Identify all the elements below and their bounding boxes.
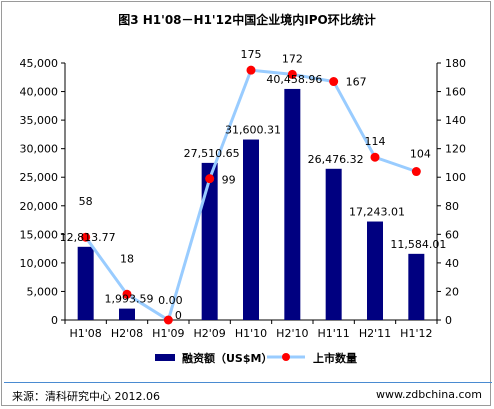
- line-value-label: 58: [79, 195, 93, 208]
- line-marker: [370, 152, 380, 162]
- line-marker: [287, 69, 297, 79]
- bar-value-label: 11,584.01: [390, 238, 446, 251]
- data-labels: 12,813.77 1,993.59 0.00 27,510.65 31,600.31 4…: [60, 48, 447, 322]
- right-tick-label: 80: [445, 200, 459, 213]
- right-tick-label: 60: [445, 228, 459, 241]
- x-tick-label: H1'11: [318, 327, 350, 340]
- left-tick-label: 40,000: [20, 86, 59, 99]
- chart: 图3 H1'08－H1'12中国企业境内IPO环比统计 0 5,000 10,000…: [20, 12, 467, 365]
- legend-swatch-marker: [282, 353, 290, 361]
- left-tick-label: 45,000: [20, 57, 59, 70]
- left-tick-label: 0: [51, 314, 58, 327]
- right-tick-label: 180: [445, 57, 466, 70]
- source-note: 来源：清科研究中心 2012.06: [12, 390, 160, 403]
- bar: [119, 308, 135, 320]
- line-value-label: 104: [410, 148, 431, 161]
- right-tick-label: 140: [445, 114, 466, 127]
- bar-value-label: 1,993.59: [105, 293, 154, 306]
- line-value-label: 114: [365, 135, 386, 148]
- legend: 融资额（US$M） 上市数量: [155, 351, 357, 365]
- x-tick-label: H1'09: [152, 327, 184, 340]
- line-value-label: 99: [222, 174, 236, 187]
- bar: [325, 168, 342, 320]
- x-tick-label: H2'11: [359, 327, 391, 340]
- website-link[interactable]: www.zdbchina.com: [376, 388, 482, 401]
- bar-value-label: 12,813.77: [60, 231, 116, 244]
- line-marker: [411, 167, 421, 177]
- line-series: [81, 65, 421, 325]
- bar: [201, 162, 218, 320]
- bar: [77, 246, 94, 320]
- left-tick-label: 20,000: [20, 200, 59, 213]
- footer: 来源：清科研究中心 2012.06 www.zdbchina.com: [4, 382, 492, 408]
- right-tick-label: 20: [445, 285, 459, 298]
- line-marker: [163, 315, 173, 325]
- left-tick-label: 35,000: [20, 114, 59, 127]
- bar: [408, 253, 425, 320]
- legend-swatch-bar: [155, 354, 175, 361]
- x-tick-label: H1'12: [400, 327, 432, 340]
- line-marker: [246, 65, 256, 75]
- left-tick-label: 15,000: [20, 228, 59, 241]
- right-tick-label: 120: [445, 143, 466, 156]
- bar-value-label: 17,243.01: [349, 206, 405, 219]
- bar-value-label: 40,458.96: [266, 73, 322, 86]
- left-tick-label: 25,000: [20, 171, 59, 184]
- chart-title: 图3 H1'08－H1'12中国企业境内IPO环比统计: [118, 12, 376, 27]
- line-value-label: 172: [282, 52, 303, 65]
- left-tick-label: 5,000: [27, 285, 59, 298]
- right-tick-label: 0: [445, 314, 452, 327]
- x-tick-label: H1'10: [235, 327, 267, 340]
- bar-value-label: 27,510.65: [184, 147, 240, 160]
- x-tick-label: H2'08: [111, 327, 143, 340]
- axes: 0 5,000 10,000 15,000 20,000 25,000 30,000 35,0…: [20, 57, 467, 340]
- x-tick-label: H2'10: [276, 327, 308, 340]
- bar-value-label: 26,476.32: [308, 153, 364, 166]
- right-tick-label: 100: [445, 171, 466, 184]
- line-marker: [329, 77, 339, 87]
- line-value-label: 175: [241, 48, 262, 61]
- bar: [367, 221, 383, 320]
- x-tick-label: H1'08: [70, 327, 102, 340]
- bar-series: [77, 88, 425, 320]
- left-tick-label: 30,000: [20, 143, 59, 156]
- right-tick-label: 160: [445, 86, 466, 99]
- line-marker: [122, 289, 132, 299]
- x-tick-label: H2'09: [194, 327, 226, 340]
- bar: [243, 139, 259, 320]
- line-marker: [81, 232, 91, 242]
- bar-value-label: 31,600.31: [225, 124, 281, 137]
- legend-label-line: 上市数量: [313, 351, 357, 365]
- bar-value-label: 0.00: [158, 294, 183, 307]
- left-tick-label: 10,000: [20, 257, 59, 270]
- right-tick-label: 40: [445, 257, 459, 270]
- legend-label-bar: 融资额（US$M）: [182, 351, 272, 365]
- line-value-label: 18: [120, 252, 134, 265]
- line-value-label: 167: [346, 76, 367, 89]
- line-marker: [205, 174, 215, 184]
- line-value-label: 0: [175, 309, 182, 322]
- bar: [284, 88, 301, 320]
